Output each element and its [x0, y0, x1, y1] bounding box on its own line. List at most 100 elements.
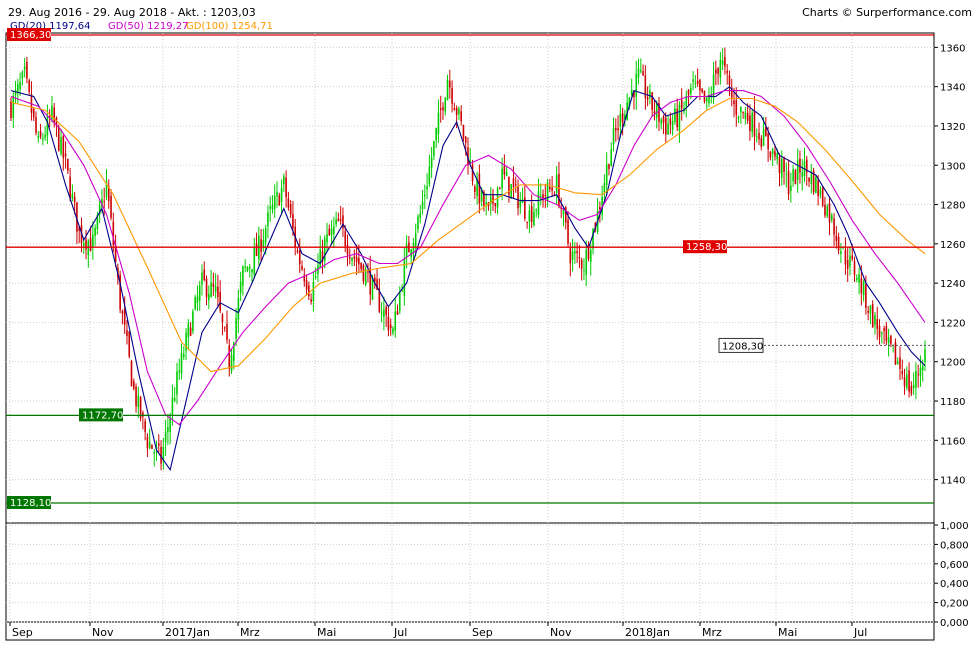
candle-body — [403, 258, 406, 296]
candle-body — [612, 128, 615, 145]
candle-body — [442, 107, 444, 111]
current-price-label: 1208,30 — [722, 341, 763, 352]
candle-body — [126, 330, 128, 337]
candle-body — [378, 288, 381, 312]
candle-body — [462, 124, 465, 139]
candle-body — [346, 245, 349, 255]
candle-body — [362, 265, 365, 282]
price-tick-label: 1200 — [940, 358, 965, 369]
candle-body — [62, 136, 65, 159]
candle-body — [896, 361, 899, 365]
candle-body — [624, 114, 626, 120]
month-label: 2018Jan — [625, 626, 670, 639]
candle-body — [419, 213, 422, 218]
candle-body — [751, 112, 754, 133]
candle-body — [917, 374, 919, 376]
candle-body — [701, 88, 703, 92]
candle-body — [233, 342, 235, 361]
candle-body — [578, 257, 581, 259]
candle-body — [396, 311, 399, 315]
candle-body — [228, 345, 231, 369]
candle-body — [208, 293, 210, 301]
chart-credit[interactable]: Charts © Surperformance.com — [802, 6, 972, 19]
indicator-gd20-value: 1197,64 — [49, 21, 91, 32]
candle-body — [271, 204, 274, 210]
candle-body — [57, 126, 60, 151]
candle-body — [239, 281, 242, 293]
indicator-gd50: GD(50) 1219,27 — [108, 21, 189, 32]
candle-body — [214, 285, 217, 292]
candle-body — [587, 246, 590, 259]
candle-body — [824, 204, 826, 216]
candle-body — [474, 186, 476, 192]
lower-tick-label: 0,600 — [940, 560, 969, 571]
candle-body — [671, 121, 674, 130]
candle-body — [219, 292, 221, 311]
candle-body — [171, 397, 174, 415]
candle-body — [690, 87, 692, 94]
candle-body — [771, 149, 774, 154]
candle-body — [326, 234, 328, 243]
candle-body — [855, 278, 858, 280]
candle-body — [680, 99, 683, 109]
candle-body — [692, 79, 694, 82]
candle-body — [105, 181, 108, 198]
candle-body — [205, 278, 208, 298]
candle-body — [28, 80, 30, 92]
candle-body — [830, 215, 833, 220]
candle-body — [439, 108, 442, 111]
price-tick-label: 1360 — [940, 43, 965, 54]
candle-body — [571, 251, 574, 260]
candle-body — [835, 235, 838, 241]
candle-body — [178, 370, 181, 373]
candle-body — [494, 202, 497, 207]
candle-body — [480, 189, 483, 202]
candle-body — [510, 184, 512, 199]
candle-body — [799, 158, 801, 173]
candle-body — [119, 274, 121, 310]
candle-body — [601, 196, 603, 215]
lower-tick-label: 1,000 — [940, 521, 969, 532]
candle-body — [801, 172, 804, 178]
candle-body — [655, 103, 658, 118]
candle-body — [308, 285, 310, 296]
candle-body — [569, 248, 572, 264]
candle-body — [899, 357, 901, 369]
candle-body — [69, 176, 71, 199]
candle-body — [819, 189, 822, 195]
month-label: Jul — [393, 626, 407, 639]
candle-body — [251, 269, 253, 273]
candle-body — [392, 328, 394, 333]
price-tick-label: 1180 — [940, 397, 965, 408]
candle-body — [330, 228, 333, 236]
candle-body — [651, 92, 653, 110]
candle-body — [746, 113, 749, 121]
candle-body — [394, 311, 397, 331]
level-badge — [683, 240, 727, 254]
candle-body — [148, 442, 151, 449]
candle-body — [592, 228, 594, 249]
candle-body — [292, 213, 294, 229]
candle-body — [67, 158, 69, 171]
candle-body — [14, 90, 17, 96]
candle-body — [223, 327, 226, 329]
candle-body — [276, 192, 278, 197]
candle-body — [344, 231, 347, 247]
candle-body — [833, 218, 835, 235]
candle-body — [853, 261, 856, 275]
candle-body — [783, 157, 785, 172]
axis-layer: 1140 1160 1180 1200 1220 1240 1260 1280 1300 1320… — [9, 43, 969, 639]
candle-body — [146, 436, 149, 449]
candle-body — [210, 282, 212, 298]
ma-line-gd50 — [10, 90, 926, 426]
candle-body — [339, 219, 342, 221]
candle-body — [162, 446, 165, 461]
candle-body — [151, 444, 153, 449]
price-tick-label: 1320 — [940, 122, 965, 133]
candle-body — [730, 87, 733, 98]
current-price-badge — [718, 337, 764, 353]
candle-body — [446, 79, 449, 101]
candle-body — [737, 117, 740, 119]
candle-body — [278, 195, 281, 206]
